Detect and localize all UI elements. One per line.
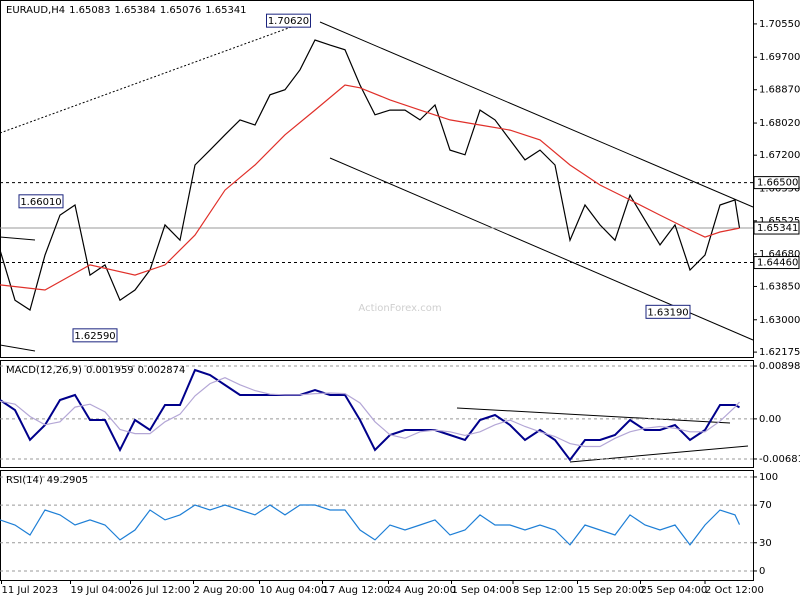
y-tick-label: -0.006816 <box>759 454 800 465</box>
annotation-box <box>72 328 118 343</box>
x-tick-label: 1 Sep 04:00 <box>452 585 512 596</box>
panel-title: MACD(12,26,9) <box>6 365 82 376</box>
annotation: 1.63190 <box>645 304 691 319</box>
x-tick-label: 2 Aug 20:00 <box>194 585 255 596</box>
x-tick-label: 26 Jul 12:00 <box>131 585 191 596</box>
panel-reading: 1.65384 <box>114 5 155 16</box>
y-tick-label: 0.00 <box>759 414 781 425</box>
panel-reading: 0.001959 <box>86 365 134 376</box>
annotation-box <box>645 304 691 319</box>
annotation-label: 1.63190 <box>647 307 688 318</box>
level-label: 1.65341 <box>757 223 798 234</box>
x-tick-label: 24 Aug 20:00 <box>389 585 456 596</box>
y-tick-label: 1.70550 <box>759 19 800 30</box>
y-tick-label: 1.63000 <box>759 315 800 326</box>
x-tick-label: 15 Sep 20:00 <box>578 585 645 596</box>
watermark: ActionForex.com <box>358 303 441 314</box>
y-tick-label: 1.62175 <box>759 347 800 358</box>
annotation-box <box>18 194 64 209</box>
y-tick-label: 0.008986 <box>759 361 800 372</box>
y-tick-label: 100 <box>759 472 778 483</box>
panel-frame <box>0 470 754 581</box>
annotation: 1.62590 <box>72 328 118 343</box>
trend-line <box>0 344 36 352</box>
x-tick-label: 19 Jul 04:00 <box>71 585 131 596</box>
panel-frame <box>0 360 754 468</box>
panel-reading: 1.65083 <box>69 5 110 16</box>
series-line <box>0 368 740 462</box>
x-tick-label: 10 Aug 04:00 <box>260 585 327 596</box>
panel-reading: 49.2905 <box>47 475 88 486</box>
annotation: 1.66010 <box>18 194 64 209</box>
y-tick-label: 70 <box>759 500 772 511</box>
panel-reading: 1.65341 <box>205 5 246 16</box>
y-tick-label: 1.68870 <box>759 85 800 96</box>
panel-title: EURAUD,H4 <box>6 5 65 16</box>
level-label: 1.64460 <box>757 258 798 269</box>
annotation-label: 1.66010 <box>20 197 61 208</box>
trend-line <box>319 21 754 208</box>
y-tick-label: 0 <box>759 566 765 577</box>
y-tick-label: 30 <box>759 538 772 549</box>
annotation: 1.70620 <box>266 13 311 28</box>
x-tick-label: 17 Aug 12:00 <box>323 585 390 596</box>
trend-line <box>569 445 749 463</box>
level-box <box>753 176 800 190</box>
level-box <box>753 221 800 235</box>
x-tick-label: 8 Sep 12:00 <box>513 585 573 596</box>
panel-reading: 1.65076 <box>160 5 201 16</box>
panel-title: RSI(14) <box>6 475 43 486</box>
series-line <box>0 84 740 291</box>
annotation-box <box>266 13 311 28</box>
y-tick-label: 1.69700 <box>759 52 800 63</box>
x-tick-label: 25 Sep 04:00 <box>641 585 708 596</box>
trend-line <box>0 236 36 241</box>
level-box <box>753 256 800 270</box>
series-line <box>0 377 740 448</box>
y-tick-label: 1.63850 <box>759 281 800 292</box>
y-tick-label: 1.67200 <box>759 150 800 161</box>
annotation-label: 1.62590 <box>74 331 115 342</box>
y-tick-label: 1.68020 <box>759 118 800 129</box>
y-tick-label: 1.64680 <box>759 249 800 260</box>
y-tick-label: 1.65525 <box>759 216 800 227</box>
level-label: 1.66500 <box>757 178 798 189</box>
x-tick-label: 2 Oct 12:00 <box>705 585 764 596</box>
trend-line <box>456 407 731 424</box>
series-line <box>0 39 741 311</box>
annotation-label: 1.70620 <box>268 16 309 27</box>
panel-reading: 0.002874 <box>138 365 186 376</box>
x-tick-label: 11 Jul 2023 <box>2 585 59 596</box>
series-line <box>0 504 741 546</box>
